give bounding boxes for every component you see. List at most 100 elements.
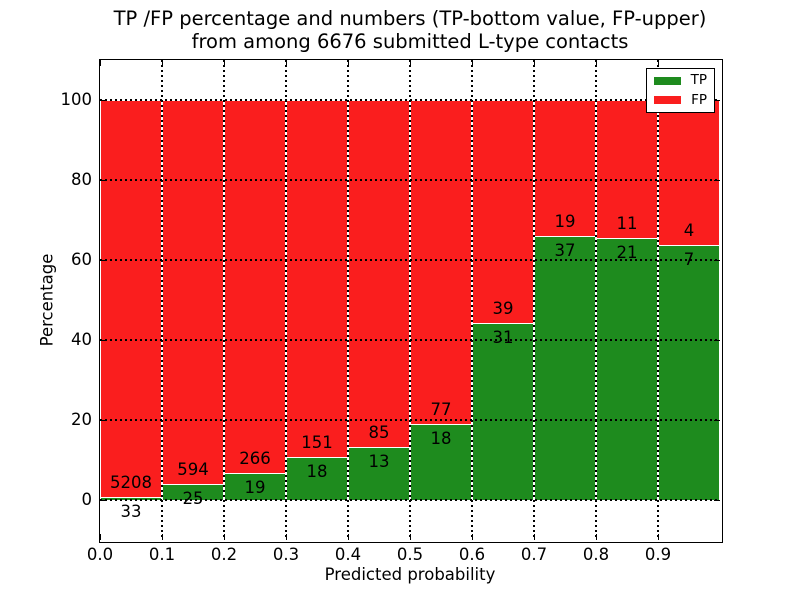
y-tick-label: 60 [71,250,92,269]
y-tick-label: 80 [71,170,92,189]
chart-title: TP /FP percentage and numbers (TP-bottom… [100,7,720,53]
fp-count-label: 266 [239,449,271,469]
fp-bar [162,100,224,484]
y-tick-label: 0 [81,490,93,509]
tp-count-label: 18 [430,429,452,449]
y-tick-label: 40 [71,330,92,349]
y-tick-label: 100 [60,90,93,109]
x-gridline [285,60,287,540]
y-tick-label: 20 [71,410,92,429]
legend-entry-tp: TP [654,72,707,88]
x-tick-label: 0.9 [644,545,672,564]
x-gridline [595,60,597,540]
x-tick-mark [409,60,411,66]
legend: TP FP [646,68,715,113]
y-gridline [100,419,720,421]
fp-count-label: 151 [301,433,333,453]
x-gridline [223,60,225,540]
tp-count-label: 25 [182,488,204,508]
x-tick-mark [595,60,597,66]
tp-count-label: 7 [683,250,695,270]
fp-count-label: 77 [430,400,452,420]
x-tick-label: 0.8 [582,545,610,564]
fp-bar [286,100,348,458]
x-tick-mark [285,60,287,66]
x-tick-mark [409,534,411,540]
x-tick-mark [533,534,535,540]
tp-bar [472,322,534,500]
y-tick-mark [100,419,106,421]
x-axis-title: Predicted probability [324,565,496,584]
y-tick-mark [100,99,106,101]
y-tick-mark [714,179,720,181]
x-tick-mark [347,60,349,66]
x-tick-label: 0.0 [86,545,114,564]
x-tick-mark [657,60,659,66]
y-gridline [100,499,720,501]
tp-legend-swatch-icon [654,76,681,85]
x-tick-mark [99,534,101,540]
tp-count-label: 37 [554,240,576,260]
fp-count-label: 19 [554,211,576,231]
y-gridline [100,259,720,261]
y-tick-mark [100,499,106,501]
y-tick-mark [714,259,720,261]
x-tick-mark [471,60,473,66]
fp-legend-label: FP [691,91,707,108]
y-tick-mark [100,259,106,261]
fp-bar [410,100,472,425]
fp-count-label: 85 [368,422,390,442]
y-tick-mark [100,339,106,341]
x-tick-mark [595,534,597,540]
fp-bar [100,100,162,498]
fp-bar [472,100,534,323]
x-tick-label: 0.2 [210,545,238,564]
x-gridline [471,60,473,540]
tp-bar [596,237,658,500]
fp-legend-swatch-icon [654,96,681,105]
y-tick-mark [714,419,720,421]
x-gridline [533,60,535,540]
x-tick-mark [161,60,163,66]
fp-count-label: 594 [177,459,209,479]
tp-bar [658,245,720,500]
x-tick-mark [533,60,535,66]
x-tick-label: 0.7 [520,545,548,564]
chart-title-line1: TP /FP percentage and numbers (TP-bottom… [113,7,707,30]
x-tick-mark [347,534,349,540]
fp-bar [224,100,286,474]
fp-count-label: 11 [616,213,638,233]
x-tick-mark [161,534,163,540]
fp-count-label: 5208 [110,473,152,493]
fp-bar [534,100,596,236]
x-gridline [347,60,349,540]
x-gridline [161,60,163,540]
tp-count-label: 21 [616,242,638,262]
tp-count-label: 18 [306,462,328,482]
fp-bar [348,100,410,447]
y-gridline [100,179,720,181]
chart-title-line2: from among 6676 submitted L-type contact… [191,30,629,53]
x-gridline [657,60,659,540]
x-gridline [409,60,411,540]
x-tick-label: 0.5 [396,545,424,564]
x-tick-label: 0.3 [272,545,300,564]
tp-count-label: 31 [492,327,514,347]
tp-bar [534,235,596,500]
x-tick-mark [223,60,225,66]
y-gridline [100,99,720,101]
fp-bar [658,100,720,246]
x-tick-label: 0.6 [458,545,486,564]
x-tick-mark [657,534,659,540]
x-tick-mark [99,60,101,66]
fp-count-label: 4 [683,221,695,241]
y-tick-mark [100,179,106,181]
x-tick-mark [471,534,473,540]
tp-count-label: 19 [244,478,266,498]
y-tick-mark [714,339,720,341]
tp-legend-label: TP [690,72,707,88]
tp-count-label: 13 [368,451,390,471]
y-gridline [100,339,720,341]
x-tick-label: 0.4 [334,545,362,564]
